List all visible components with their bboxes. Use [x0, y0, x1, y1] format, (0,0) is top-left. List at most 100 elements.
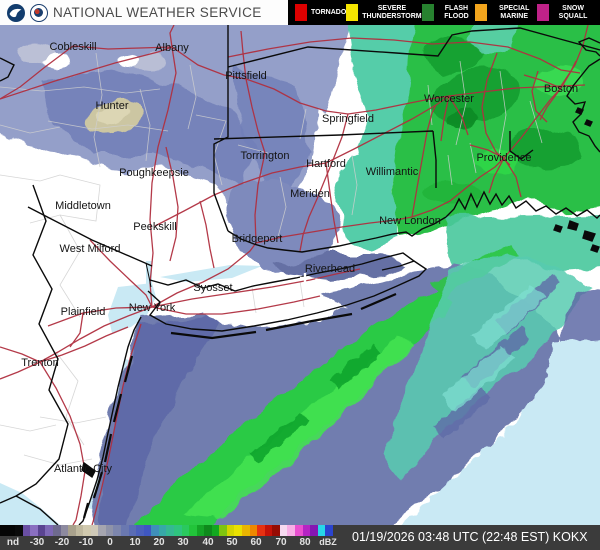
- legend-label: SEVERE THUNDERSTORM: [362, 4, 422, 20]
- radar-map[interactable]: Cobleskill Albany Pittsfield Hunter Poughkee…: [0, 13, 600, 537]
- radar-map-area[interactable]: Cobleskill Albany Pittsfield Hunter Poughkee…: [0, 13, 600, 537]
- scale-color-segment: [325, 525, 333, 536]
- scale-tick--20: -20: [54, 537, 70, 548]
- radar-echo-layer: [0, 13, 600, 537]
- scale-color-segment: [317, 525, 326, 536]
- scale-unit-label: dBZ: [319, 537, 337, 547]
- legend-label: SPECIAL MARINE: [499, 4, 530, 20]
- scale-color-segment: [302, 525, 311, 536]
- city-label-albany: Albany: [155, 42, 189, 54]
- city-label-new-london: New London: [379, 215, 441, 227]
- scale-color-segment: [287, 525, 295, 536]
- scale-tick--10: -10: [78, 537, 94, 548]
- scale-color-segment: [264, 525, 273, 536]
- city-label-boston: Boston: [544, 83, 578, 95]
- coastline: [15, 37, 600, 526]
- scale-tick-0: 0: [107, 537, 113, 548]
- header-brand: NATIONAL WEATHER SERVICE: [0, 0, 288, 25]
- scale-color-segment: [30, 525, 38, 536]
- city-label-springfield: Springfield: [322, 113, 374, 125]
- scale-color-segment: [136, 525, 144, 536]
- scale-color-segment: [196, 525, 205, 536]
- scale-color-segment: [15, 525, 23, 536]
- city-label-cobleskill: Cobleskill: [49, 41, 96, 53]
- scale-tick-70: 70: [275, 537, 287, 548]
- legend-label: SNOW SQUALL: [558, 4, 588, 20]
- city-label-bridgeport: Bridgeport: [232, 233, 283, 245]
- legend-swatch-icon: [295, 4, 307, 21]
- scale-tick-10: 10: [129, 537, 141, 548]
- legend-item-flash-flood: FLASH FLOOD: [421, 4, 476, 21]
- airport-symbols: [300, 273, 321, 288]
- scale-tick--30: -30: [29, 537, 45, 548]
- scale-color-segment: [52, 525, 61, 536]
- scale-color-segment: [173, 525, 182, 536]
- city-label-pittsfield: Pittsfield: [225, 70, 267, 82]
- scale-color-segment: [272, 525, 280, 536]
- scale-color-segment: [75, 525, 84, 536]
- scale-color-segment: [294, 525, 303, 536]
- scale-tick-40: 40: [202, 537, 214, 548]
- city-label-meriden: Meriden: [290, 188, 330, 200]
- scale-color-segment: [37, 525, 46, 536]
- city-label-atlantic-city: Atlantic City: [54, 463, 113, 475]
- scale-tick-30: 30: [177, 537, 189, 548]
- scale-color-segment: [166, 525, 174, 536]
- scale-color-segment: [143, 525, 152, 536]
- scale-color-segment: [22, 525, 31, 536]
- scale-color-segment: [211, 525, 220, 536]
- city-labels: Cobleskill Albany Pittsfield Hunter Poughkee…: [21, 41, 578, 475]
- scale-tick-60: 60: [250, 537, 262, 548]
- scale-color-segment: [68, 525, 76, 536]
- legend-label: FLASH FLOOD: [444, 4, 469, 20]
- scale-color-segment: [242, 525, 250, 536]
- doc-logo-icon: [30, 3, 48, 22]
- scale-color-segment: [151, 525, 159, 536]
- state-borders: [0, 25, 600, 504]
- scale-tick-nd: nd: [6, 537, 20, 548]
- legend-swatch-icon: [346, 4, 359, 21]
- city-label-plainfield: Plainfield: [61, 306, 106, 318]
- city-label-west-milford: West Milford: [60, 243, 121, 255]
- highway-lines: [0, 24, 589, 526]
- city-label-torrington: Torrington: [241, 150, 290, 162]
- city-label-new-york: New York: [129, 302, 176, 314]
- footer-bar: nd -30 -20 -10 0 10 20 30 40 50 60 70 80 dBZ 01/19/20…: [0, 525, 600, 550]
- scale-color-segment: [226, 525, 235, 536]
- scale-color-segment: [83, 525, 91, 536]
- city-label-willimantic: Willimantic: [366, 166, 419, 178]
- scale-color-segment: [0, 525, 8, 536]
- legend-swatch-icon: [421, 4, 434, 21]
- scale-color-segment: [257, 525, 265, 536]
- scale-color-segment: [90, 525, 99, 536]
- scale-color-segment: [189, 525, 197, 536]
- city-label-middletown: Middletown: [55, 200, 111, 212]
- city-label-trenton: Trenton: [21, 357, 59, 369]
- reflectivity-color-scale: [0, 525, 333, 536]
- scale-color-segment: [279, 525, 288, 536]
- scale-color-segment: [181, 525, 190, 536]
- timestamp: 01/19/2026 03:48 UTC (22:48 EST) KOKX: [352, 530, 588, 544]
- scale-tick-50: 50: [226, 537, 238, 548]
- city-label-providence: Providence: [476, 152, 531, 164]
- scale-color-segment: [113, 525, 121, 536]
- scale-color-segment: [219, 525, 227, 536]
- agency-title: NATIONAL WEATHER SERVICE: [53, 5, 262, 20]
- city-label-syosset: Syosset: [193, 282, 232, 294]
- scale-color-segment: [128, 525, 137, 536]
- scale-color-segment: [98, 525, 106, 536]
- scale-tick-80: 80: [299, 537, 311, 548]
- city-label-hartford: Hartford: [306, 158, 346, 170]
- city-label-peekskill: Peekskill: [133, 221, 176, 233]
- header-bar: NATIONAL WEATHER SERVICE TORNADO SEVERE T…: [0, 0, 600, 25]
- legend-swatch-icon: [475, 4, 488, 21]
- city-label-riverhead: Riverhead: [305, 263, 355, 275]
- city-label-hunter: Hunter: [95, 100, 128, 112]
- scale-color-segment: [60, 525, 69, 536]
- scale-color-segment: [45, 525, 53, 536]
- legend-label: TORNADO: [311, 8, 347, 16]
- city-label-worcester: Worcester: [424, 93, 474, 105]
- city-label-poughkeepsie: Poughkeepsie: [119, 167, 189, 179]
- legend-item-tornado: TORNADO: [295, 4, 346, 21]
